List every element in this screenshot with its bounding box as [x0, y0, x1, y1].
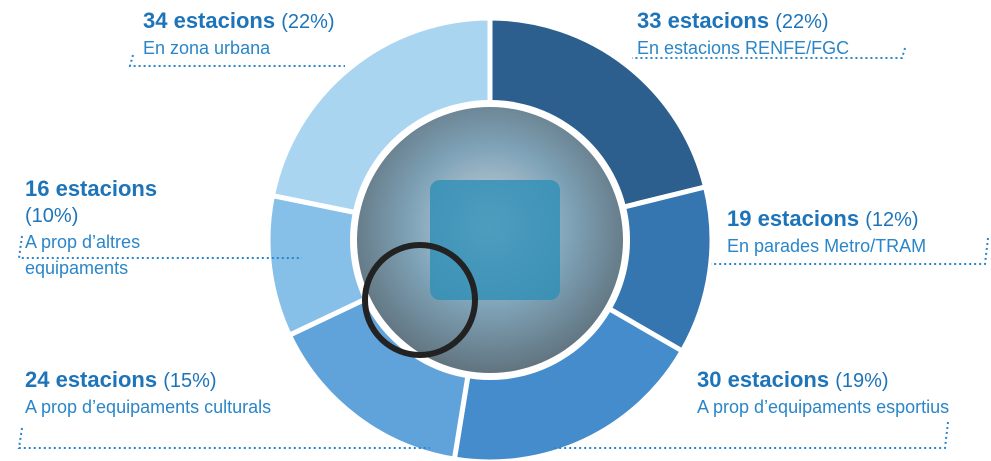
value-label: 30 estacions	[697, 367, 830, 392]
slice-label: 19 estacions (12%) En parades Metro/TRAM	[727, 206, 987, 259]
slice-label: 24 estacions (15%) A prop d’equipaments c…	[25, 367, 285, 420]
percent-label: (22%)	[775, 11, 829, 33]
photo-kiosk	[430, 180, 560, 300]
value-label: 34 estacions	[143, 8, 276, 33]
percent-label: (19%)	[835, 370, 889, 392]
slice-label: 16 estacions (10%) A prop d’altres equipa…	[25, 176, 215, 281]
percent-label: (12%)	[865, 209, 919, 231]
label-heading: 19 estacions (12%)	[727, 206, 987, 233]
slice-label: 30 estacions (19%) A prop d’equipaments e…	[697, 367, 957, 420]
category-label: En zona urbana	[143, 38, 271, 58]
label-heading: 34 estacions (22%)	[143, 8, 403, 35]
leader-line	[632, 47, 906, 59]
slice-label: 34 estacions (22%) En zona urbana	[143, 8, 403, 61]
value-label: 24 estacions	[25, 367, 158, 392]
percent-label: (10%)	[25, 205, 79, 227]
category-label: En parades Metro/TRAM	[727, 236, 927, 256]
label-heading: 33 estacions (22%)	[637, 8, 937, 35]
label-heading: 30 estacions (19%)	[697, 367, 957, 394]
leader-line	[17, 235, 302, 259]
category-label: A prop d’equipaments esportius	[697, 397, 950, 417]
category-label: En estacions RENFE/FGC	[637, 38, 850, 58]
leader-line	[17, 427, 430, 449]
slice-label: 33 estacions (22%) En estacions RENFE/FGC	[637, 8, 937, 61]
percent-label: (22%)	[281, 11, 335, 33]
label-heading: 24 estacions (15%)	[25, 367, 285, 394]
label-heading: 16 estacions (10%)	[25, 176, 215, 229]
category-label: A prop d’altres equipaments	[25, 232, 141, 278]
value-label: 33 estacions	[637, 8, 770, 33]
percent-label: (15%)	[163, 370, 217, 392]
leader-line	[553, 421, 949, 449]
value-label: 16 estacions	[25, 176, 158, 201]
category-label: A prop d’equipaments culturals	[25, 397, 272, 417]
leader-line	[711, 237, 989, 265]
leader-line	[128, 54, 345, 67]
value-label: 19 estacions	[727, 206, 860, 231]
photo-wheel	[362, 242, 478, 358]
